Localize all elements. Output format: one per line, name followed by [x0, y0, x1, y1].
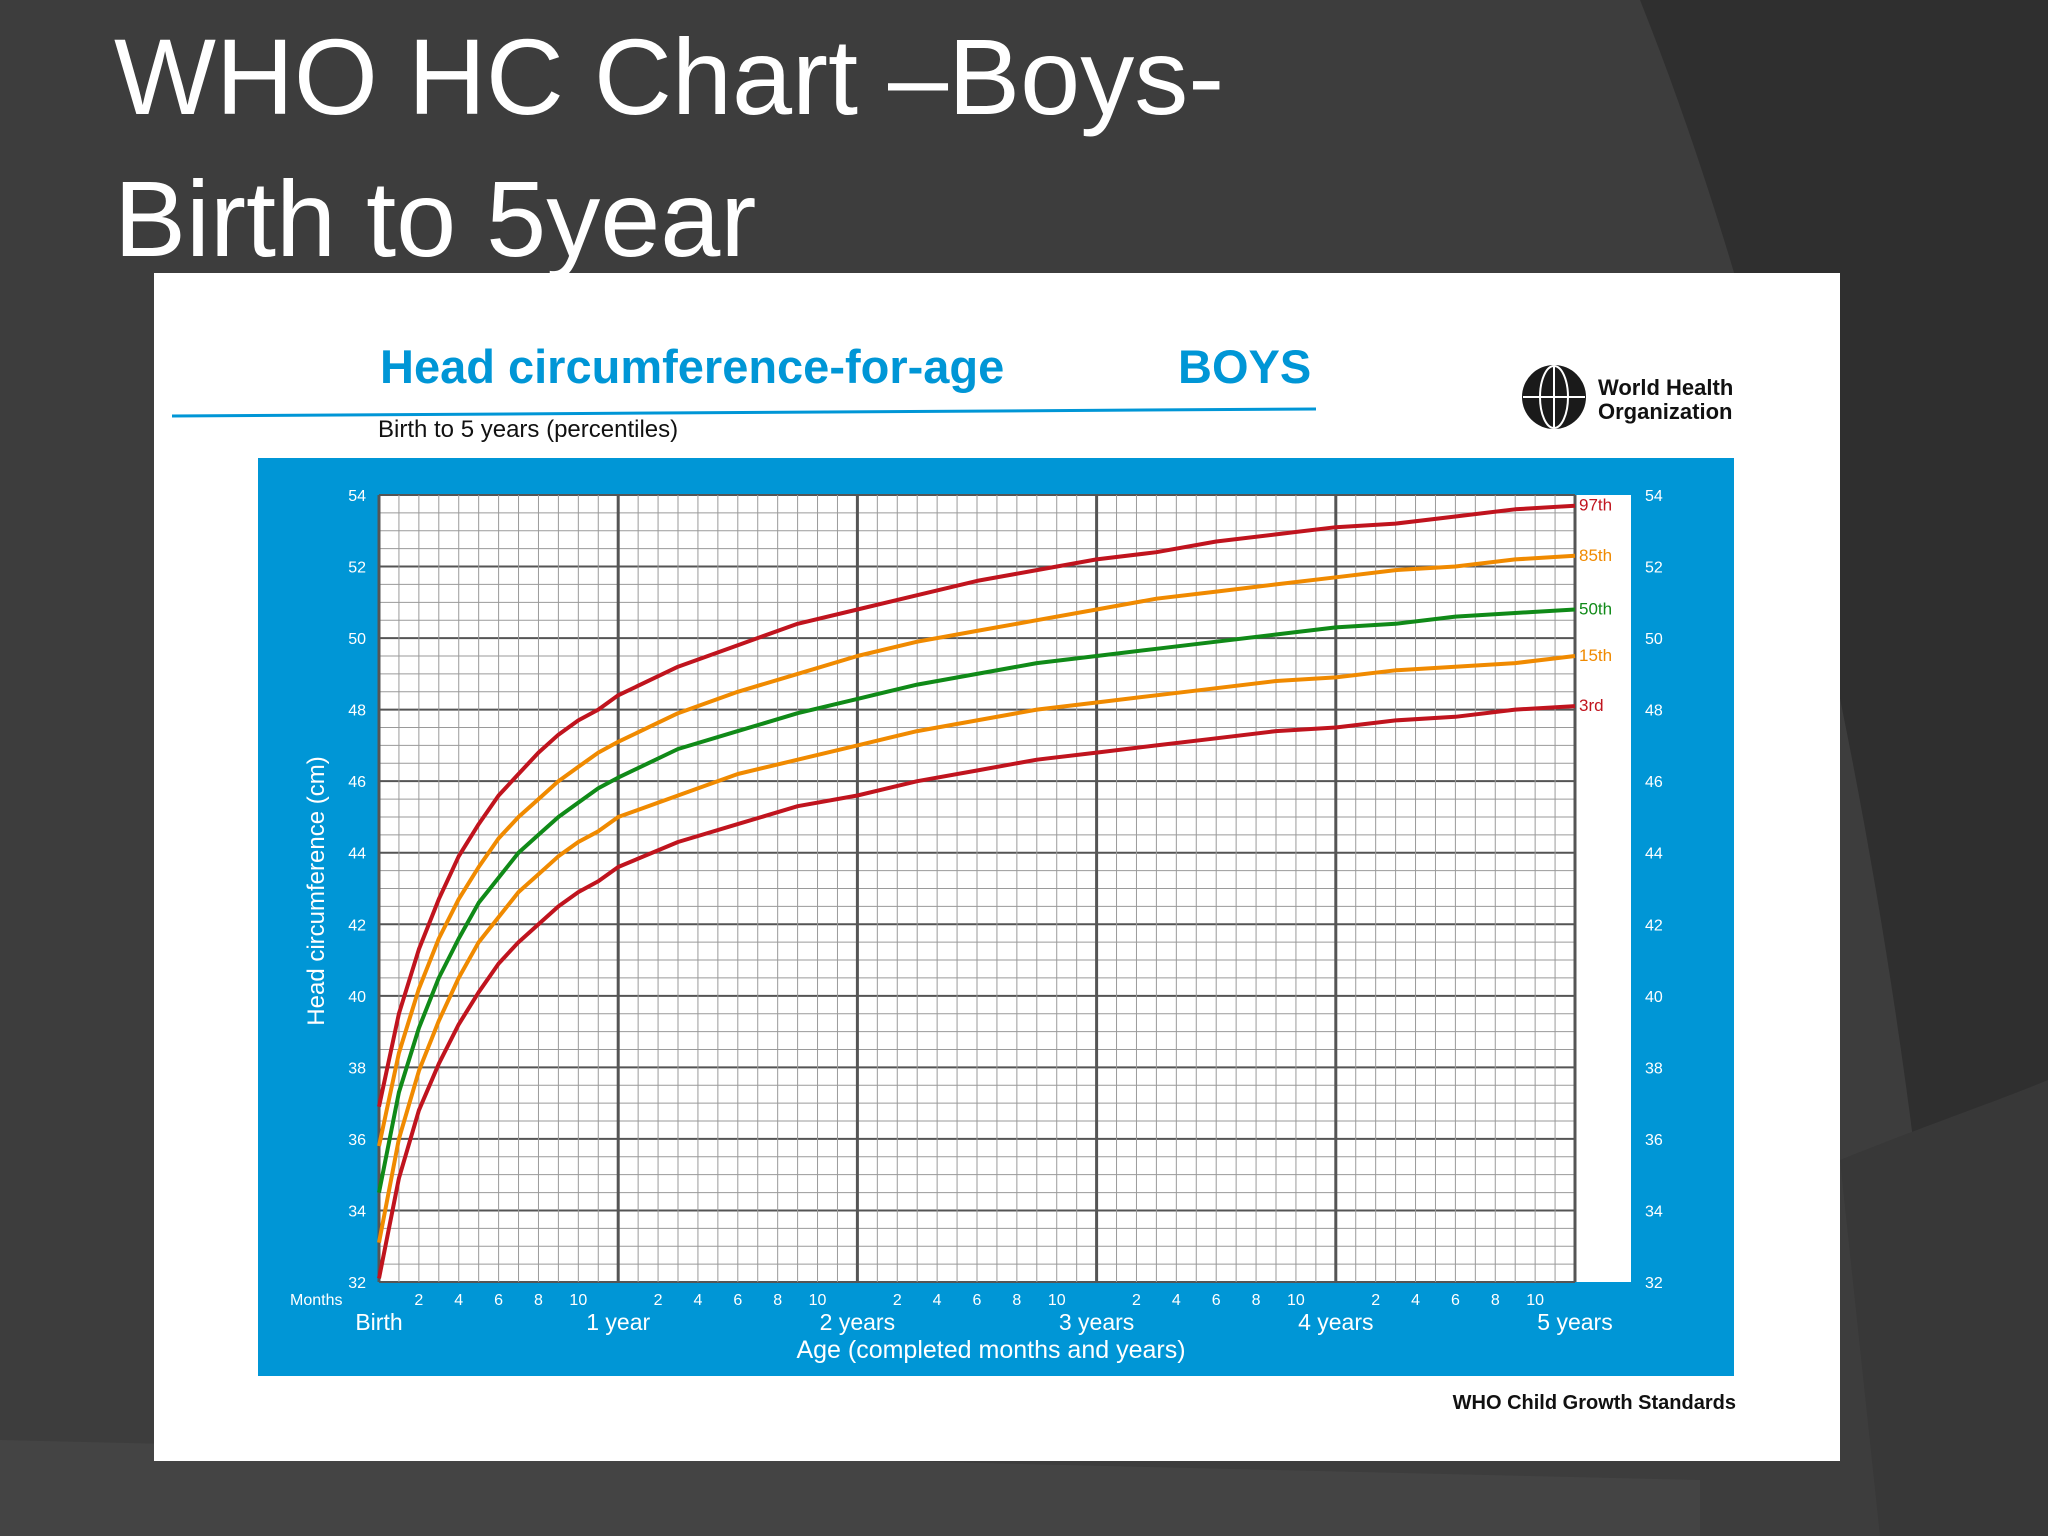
who-name-line-1: World Health	[1598, 375, 1733, 400]
x-tick-month-label: 6	[494, 1292, 503, 1309]
x-tick-month-label: 2	[1371, 1292, 1380, 1309]
y-tick-label-right: 34	[1645, 1203, 1663, 1220]
series-label-3rd: 3rd	[1579, 696, 1604, 715]
x-tick-month-label: 8	[1252, 1292, 1261, 1309]
y-tick-label-left: 40	[348, 989, 366, 1006]
series-line-50th	[377, 607, 1576, 1193]
y-axis-label: Head circumference (cm)	[303, 756, 330, 1025]
x-tick-month-label: 2	[893, 1292, 902, 1309]
grid	[377, 494, 1577, 1283]
y-tick-label-left: 42	[348, 917, 366, 934]
x-axis-label: Age (completed months and years)	[796, 1336, 1185, 1364]
y-ticks-left: 32 34 36 38 40 42 44 46 48 50 52 54	[348, 488, 366, 1292]
who-name-line-2: Organization	[1598, 399, 1732, 424]
x-tick-month-label: 6	[1212, 1292, 1221, 1309]
x-tick-month-label: 6	[733, 1292, 742, 1309]
chart-subtitle: Birth to 5 years (percentiles)	[378, 416, 678, 443]
x-tick-year-label: 5 years	[1537, 1309, 1612, 1335]
y-tick-label-left: 38	[348, 1060, 366, 1077]
x-tick-month-label: 8	[1012, 1292, 1021, 1309]
slide-title-line-1: WHO HC Chart –Boys-	[114, 16, 1225, 137]
y-tick-label-right: 46	[1645, 774, 1663, 791]
y-tick-label-right: 32	[1645, 1275, 1663, 1292]
growth-chart: Head circumference-for-age BOYS Birth to…	[171, 340, 1736, 1414]
x-tick-year-label: 2 years	[820, 1309, 895, 1335]
y-ticks-right: 32 34 36 38 40 42 44 46 48 50 52 54	[1645, 488, 1663, 1292]
y-tick-label-left: 46	[348, 774, 366, 791]
y-tick-label-left: 54	[348, 488, 366, 505]
x-tick-month-label: 4	[693, 1292, 702, 1309]
y-tick-label-left: 44	[348, 846, 366, 863]
y-tick-label-left: 48	[348, 703, 366, 720]
x-tick-month-label: 4	[1172, 1292, 1181, 1309]
x-ticks: 2 4 6 8 10 2 4 6 8 10 2 4 6 8 10 2 4 6 8 10 2 4 6 8 10 Birth 1 yea…	[355, 1292, 1612, 1335]
y-tick-label-left: 32	[348, 1275, 366, 1292]
y-tick-label-left: 50	[348, 631, 366, 648]
x-tick-year-label: 4 years	[1298, 1309, 1373, 1335]
slide-title-line-2: Birth to 5year	[114, 158, 757, 279]
series-label-97th: 97th	[1579, 496, 1612, 515]
y-tick-label-right: 38	[1645, 1060, 1663, 1077]
months-label: Months	[290, 1292, 342, 1309]
y-tick-label-right: 52	[1645, 560, 1663, 577]
x-tick-month-label: 4	[1411, 1292, 1420, 1309]
series-label-50th: 50th	[1579, 599, 1612, 618]
x-tick-month-label: 10	[809, 1292, 827, 1309]
slide-title: WHO HC Chart –Boys- Birth to 5year	[114, 6, 1224, 290]
x-tick-month-label: 8	[1491, 1292, 1500, 1309]
x-tick-year-label: Birth	[355, 1309, 402, 1335]
series-line-97th	[377, 503, 1576, 1108]
x-tick-month-label: 6	[973, 1292, 982, 1309]
series-line-85th	[377, 553, 1576, 1147]
x-tick-month-label: 8	[773, 1292, 782, 1309]
series-labels: 97th 85th 50th 15th 3rd	[1579, 496, 1612, 715]
series-label-15th: 15th	[1579, 646, 1612, 665]
x-tick-month-label: 2	[654, 1292, 663, 1309]
y-tick-label-right: 40	[1645, 989, 1663, 1006]
series-label-85th: 85th	[1579, 546, 1612, 565]
x-tick-year-label: 3 years	[1059, 1309, 1134, 1335]
x-tick-month-label: 8	[534, 1292, 543, 1309]
x-tick-month-label: 10	[569, 1292, 587, 1309]
x-tick-month-label: 10	[1287, 1292, 1305, 1309]
chart-card: Head circumference-for-age BOYS Birth to…	[154, 273, 1840, 1461]
y-tick-label-left: 34	[348, 1203, 366, 1220]
y-tick-label-right: 50	[1645, 631, 1663, 648]
x-tick-month-label: 6	[1451, 1292, 1460, 1309]
y-tick-label-right: 48	[1645, 703, 1663, 720]
series-line-3rd	[377, 704, 1576, 1279]
x-tick-month-label: 2	[414, 1292, 423, 1309]
chart-title-emphasis: BOYS	[1178, 340, 1311, 393]
y-tick-label-left: 36	[348, 1132, 366, 1149]
chart-title: Head circumference-for-age	[380, 340, 1004, 393]
footer-text: WHO Child Growth Standards	[1453, 1392, 1736, 1414]
x-tick-month-label: 4	[454, 1292, 463, 1309]
x-tick-month-label: 10	[1048, 1292, 1066, 1309]
x-tick-month-label: 2	[1132, 1292, 1141, 1309]
who-logo: World Health Organization	[1522, 365, 1733, 429]
series-lines	[377, 503, 1576, 1279]
y-tick-label-right: 54	[1645, 488, 1663, 505]
x-tick-month-label: 4	[933, 1292, 942, 1309]
y-tick-label-right: 44	[1645, 846, 1663, 863]
y-tick-label-right: 36	[1645, 1132, 1663, 1149]
right-label-band	[1575, 495, 1631, 1282]
y-tick-label-right: 42	[1645, 917, 1663, 934]
series-line-15th	[377, 654, 1576, 1243]
x-tick-year-label: 1 year	[586, 1309, 650, 1335]
y-tick-label-left: 52	[348, 560, 366, 577]
x-tick-month-label: 10	[1526, 1292, 1544, 1309]
title-underline	[171, 407, 1317, 418]
